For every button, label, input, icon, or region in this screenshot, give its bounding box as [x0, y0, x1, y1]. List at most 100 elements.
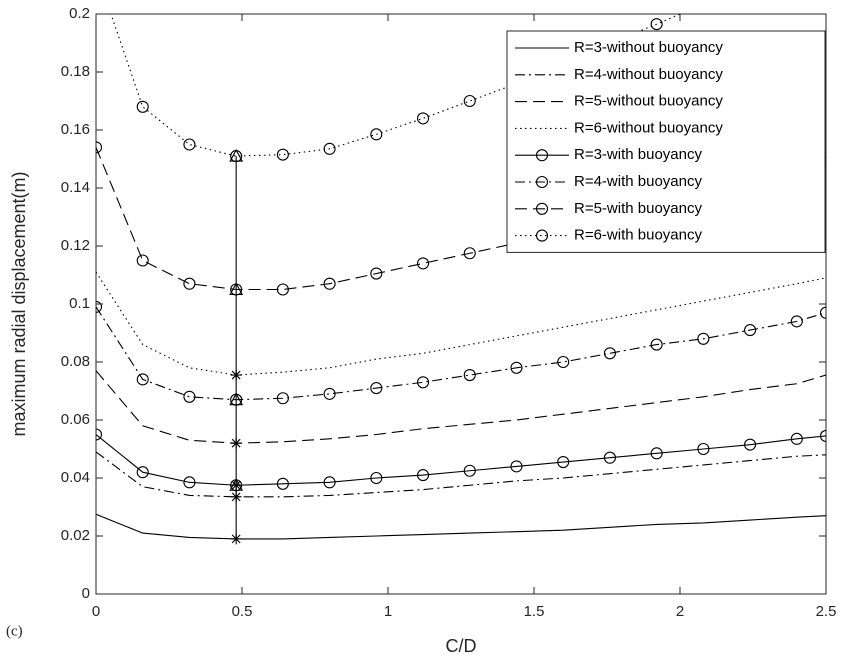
point-marker [416, 376, 430, 389]
point-marker [370, 382, 383, 395]
point-marker [603, 347, 616, 360]
point-marker [744, 438, 757, 451]
series-line [96, 147, 826, 291]
legend-label: R=5-without buoyancy [574, 93, 723, 110]
y-tick-label: 0.08 [61, 353, 90, 370]
y-tick-label: 0.14 [61, 179, 90, 196]
series-line [96, 306, 826, 401]
point-marker [463, 94, 476, 108]
legend: R=3-without buoyancy R=4-without buoyancy… [506, 30, 826, 253]
triangle-marker [229, 282, 244, 296]
x-tick-label: 0 [92, 603, 100, 620]
point-marker [650, 338, 663, 351]
legend-label: R=4-without buoyancy [574, 66, 723, 83]
series-line [96, 513, 826, 540]
series-line [96, 451, 826, 498]
point-marker [603, 451, 616, 464]
point-marker [557, 455, 570, 469]
y-tick-label: 0.1 [69, 295, 90, 312]
x-axis-label: C/D [446, 636, 477, 656]
y-tick-label: 0.02 [61, 527, 90, 544]
y-axis-label: maximum radial displacement(m) [9, 171, 29, 436]
point-marker [790, 432, 803, 445]
point-marker [370, 471, 383, 485]
point-marker [650, 18, 663, 31]
point-marker [276, 283, 289, 296]
star-marker [230, 491, 242, 503]
legend-box [506, 30, 826, 253]
point-marker [276, 392, 289, 405]
panel-label: (c) [6, 623, 23, 639]
point-marker [276, 148, 289, 161]
point-marker [136, 100, 149, 113]
point-marker [96, 300, 103, 313]
star-marker [230, 479, 242, 491]
y-tick-label: 0.12 [61, 237, 90, 254]
legend-label: R=3-without buoyancy [574, 39, 723, 56]
point-marker [557, 355, 570, 369]
legend-label: R=6-with buoyancy [574, 227, 702, 244]
point-marker [463, 464, 476, 477]
legend-marker [535, 229, 549, 242]
point-marker [183, 277, 196, 290]
point-marker [370, 128, 383, 141]
series-line [96, 370, 826, 444]
star-marker [230, 533, 242, 545]
point-marker [276, 477, 289, 490]
point-marker [416, 469, 430, 482]
legend-label: R=3-with buoyancy [574, 146, 702, 163]
point-marker [323, 277, 336, 290]
point-marker [698, 0, 709, 9]
x-tick-label: 0.5 [232, 603, 253, 620]
point-marker [136, 466, 149, 479]
point-marker [183, 476, 196, 489]
point-marker [183, 390, 196, 403]
legend-marker [535, 149, 549, 162]
y-tick-label: 0 [82, 585, 90, 602]
point-marker [744, 324, 757, 337]
point-marker [510, 361, 523, 374]
y-tick-label: 0.06 [61, 411, 90, 428]
point-marker [463, 368, 476, 382]
legend-label: R=6-without buoyancy [574, 119, 723, 136]
x-tick-label: 1 [384, 603, 392, 620]
series-line [96, 271, 826, 376]
point-marker [463, 247, 476, 260]
point-marker [416, 257, 430, 270]
point-marker [650, 447, 663, 460]
point-marker [96, 428, 103, 441]
point-marker [819, 429, 826, 442]
legend-label: R=4-with buoyancy [574, 173, 702, 190]
triangle-marker [229, 148, 244, 162]
point-marker [416, 112, 430, 125]
star-marker [230, 369, 242, 381]
x-tick-label: 2.5 [816, 603, 837, 620]
point-marker [136, 254, 149, 267]
point-marker [697, 332, 710, 345]
point-marker [370, 267, 383, 280]
point-marker [323, 476, 336, 489]
star-marker [230, 437, 242, 449]
triangle-marker [229, 478, 244, 491]
point-marker [183, 138, 196, 151]
point-marker [819, 306, 826, 319]
point-marker [510, 460, 523, 473]
series-line [96, 434, 826, 486]
point-marker [697, 442, 710, 456]
legend-marker [535, 202, 549, 215]
point-marker [323, 387, 336, 400]
x-tick-label: 1.5 [524, 603, 545, 620]
point-marker [96, 141, 103, 154]
y-tick-label: 0.18 [61, 63, 90, 80]
triangle-marker [229, 392, 244, 406]
point-marker [136, 373, 149, 386]
series-line [110, 14, 682, 157]
x-tick-label: 2 [676, 603, 684, 620]
y-tick-label: 0.04 [61, 469, 90, 486]
point-marker [790, 315, 803, 328]
plot-content [96, 0, 826, 545]
legend-label: R=5-with buoyancy [574, 200, 702, 217]
point-marker [323, 142, 336, 155]
y-tick-label: 0.2 [69, 5, 90, 22]
